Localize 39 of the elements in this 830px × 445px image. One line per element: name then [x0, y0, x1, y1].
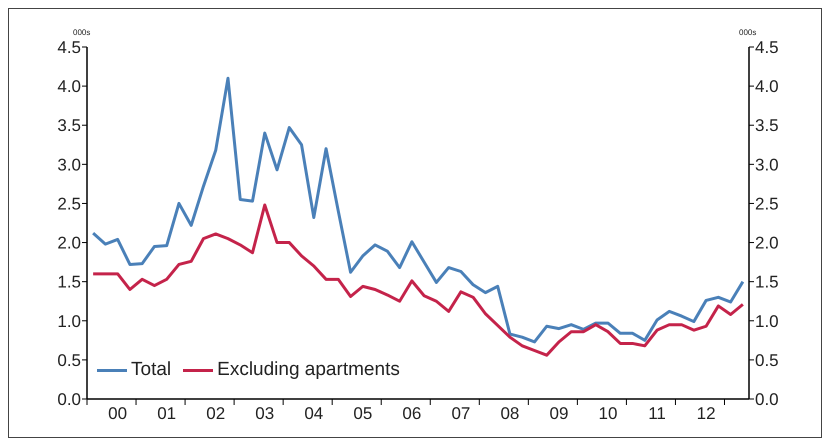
x-tick-label: 06	[402, 404, 422, 423]
legend-label: Total	[131, 359, 172, 381]
y2-tick-label: 3.5	[755, 116, 779, 136]
y2-tick-label: 2.0	[755, 234, 779, 253]
x-tick-label: 07	[451, 404, 470, 423]
line-series	[92, 204, 744, 357]
y-tick-label: 0.5	[57, 350, 81, 370]
x-tick-label: 05	[353, 404, 372, 423]
y-tick-label: 4.0	[57, 77, 81, 96]
y2-axis-title: 000s	[739, 28, 756, 37]
y-tick-label: 1.5	[57, 272, 81, 292]
x-tick-label: 03	[255, 404, 274, 423]
y2-tick-label: 0.5	[755, 350, 779, 370]
x-tick-label: 09	[550, 404, 568, 423]
y2-tick-label: 3.0	[755, 155, 779, 174]
x-tick-label: 12	[696, 404, 716, 423]
legend-label: Excluding apartments	[217, 359, 400, 381]
line-series	[92, 76, 744, 344]
x-tick-label: 02	[206, 404, 226, 423]
y2-tick-label: 4.5	[755, 38, 779, 57]
y-tick-label: 3.0	[57, 155, 81, 174]
x-tick-label: 11	[648, 404, 666, 423]
y-tick-label: 3.5	[57, 116, 81, 136]
x-tick-label: 08	[500, 404, 520, 423]
y-axis-title: 000s	[73, 28, 90, 37]
x-tick-label: 04	[304, 404, 324, 423]
y-tick-label: 1.0	[57, 312, 81, 331]
y2-tick-label: 0.0	[755, 390, 779, 409]
y2-tick-label: 1.5	[755, 272, 779, 292]
y2-tick-label: 1.0	[755, 312, 779, 331]
x-tick-label: 01	[157, 404, 176, 423]
x-tick-label: 00	[108, 404, 128, 423]
y2-tick-label: 4.0	[755, 77, 779, 96]
y-tick-label: 2.5	[57, 194, 81, 214]
y-tick-label: 4.5	[57, 38, 81, 57]
y2-tick-label: 2.5	[755, 194, 779, 214]
x-tick-label: 10	[598, 404, 618, 423]
y-tick-label: 2.0	[57, 234, 81, 253]
y-tick-label: 0.0	[57, 390, 81, 409]
